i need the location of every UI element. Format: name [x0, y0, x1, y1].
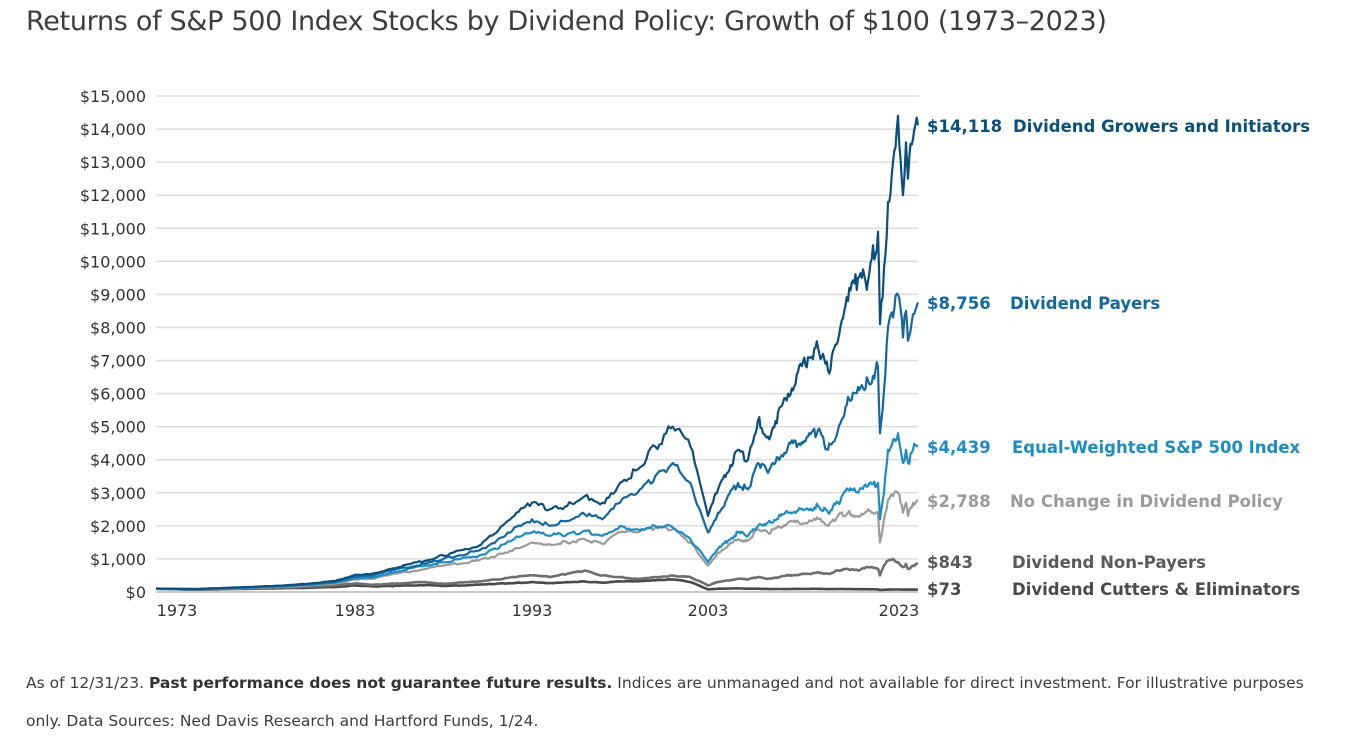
chart-title: Returns of S&P 500 Index Stocks by Divid… — [26, 6, 1107, 37]
series-name-label: Dividend Growers and Initiators — [1013, 117, 1310, 136]
y-tick-label: $2,000 — [90, 517, 146, 536]
series-name-label: Equal-Weighted S&P 500 Index — [1012, 438, 1301, 457]
series-line-equal-weighted-s-p-500-index — [155, 432, 919, 591]
y-axis: $0 $1,000 $2,000 $3,000 $4,000 $5,000 $6,000 $7… — [80, 87, 146, 602]
x-axis: 1973 1983 1993 2003 2023 — [157, 601, 920, 620]
y-tick-label: $13,000 — [80, 153, 146, 172]
y-tick-label: $0 — [126, 583, 146, 602]
series-end-value: $73 — [927, 580, 961, 599]
y-tick-label: $12,000 — [80, 186, 146, 205]
y-tick-label: $8,000 — [90, 318, 146, 337]
series-name-label: Dividend Payers — [1010, 294, 1160, 313]
footnote: As of 12/31/23. Past performance does no… — [26, 664, 1336, 740]
series-end-value: $843 — [927, 553, 973, 572]
series-end-value: $8,756 — [927, 294, 991, 313]
y-tick-label: $4,000 — [90, 451, 146, 470]
series-lines — [155, 114, 919, 592]
series-name-label: Dividend Cutters & Eliminators — [1012, 580, 1300, 599]
series-line-dividend-growers-and-initiators — [155, 114, 919, 591]
y-tick-label: $9,000 — [90, 285, 146, 304]
footnote-disclaimer: Past performance does not guarantee futu… — [148, 674, 613, 692]
series-end-value: $2,788 — [927, 492, 991, 511]
line-chart: $0 $1,000 $2,000 $3,000 $4,000 $5,000 $6,000 $7… — [80, 87, 1310, 620]
series-name-label: Dividend Non-Payers — [1012, 553, 1206, 572]
x-tick-label: 1993 — [512, 601, 553, 620]
y-tick-label: $7,000 — [90, 352, 146, 371]
series-line-dividend-payers — [156, 292, 919, 591]
gridlines — [156, 95, 918, 593]
y-tick-label: $1,000 — [90, 550, 146, 569]
y-tick-label: $11,000 — [80, 219, 146, 238]
series-end-labels: $14,118 Dividend Growers and Initiators $8… — [927, 117, 1310, 599]
y-tick-label: $3,000 — [90, 484, 146, 503]
footnote-prefix: As of 12/31/23. — [26, 674, 149, 692]
series-end-value: $4,439 — [927, 438, 991, 457]
x-tick-label: 1973 — [157, 601, 198, 620]
x-tick-label: 1983 — [335, 601, 376, 620]
series-end-value: $14,118 — [927, 117, 1002, 136]
x-tick-label: 2003 — [688, 601, 729, 620]
footnote-suffix: Indices are unmanaged and not available … — [26, 674, 1304, 730]
y-tick-label: $14,000 — [80, 120, 146, 139]
x-tick-label: 2023 — [879, 601, 920, 620]
series-name-label: No Change in Dividend Policy — [1010, 492, 1283, 511]
series-line-dividend-non-payers — [155, 557, 919, 592]
y-tick-label: $15,000 — [80, 87, 146, 106]
y-tick-label: $10,000 — [80, 252, 146, 271]
y-tick-label: $5,000 — [90, 418, 146, 437]
y-tick-label: $6,000 — [90, 385, 146, 404]
